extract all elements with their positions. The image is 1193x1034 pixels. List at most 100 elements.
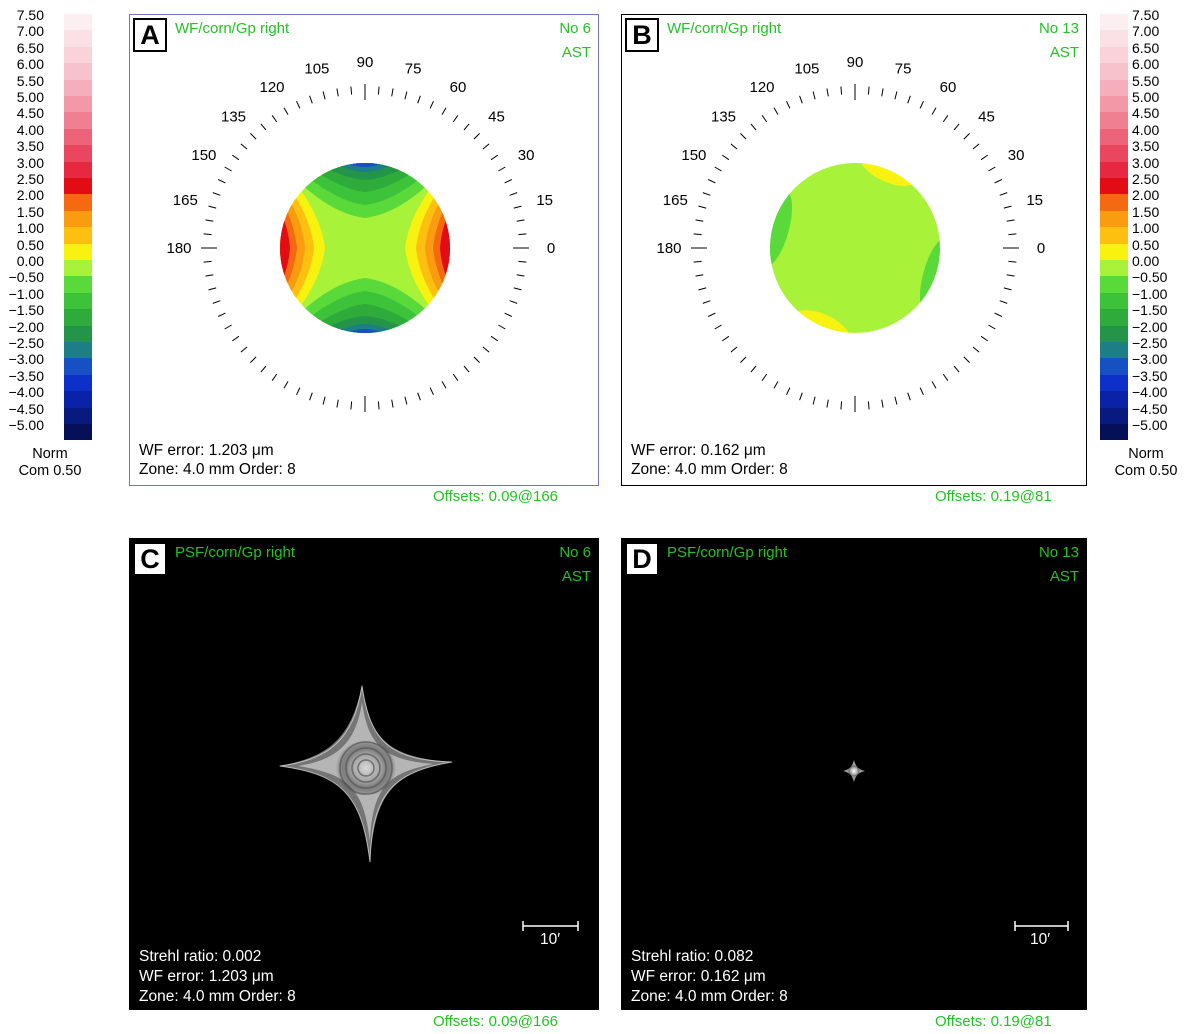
- dial-tick: [695, 219, 704, 222]
- color-scale-label: −0.50: [1132, 269, 1168, 286]
- dial-tick: [509, 192, 518, 196]
- dial-tick: [203, 233, 212, 236]
- dial-tick: [773, 107, 779, 115]
- panel-d-psf: D PSF/corn/Gp right No 13 AST 10′ Strehl…: [621, 538, 1087, 1010]
- color-scale-label: 4.00: [1132, 121, 1160, 138]
- exam-number: No 6: [559, 544, 591, 561]
- dial-tick: [931, 107, 937, 115]
- dial-tick: [224, 166, 232, 172]
- dial-tick: [516, 274, 525, 277]
- dial-tick: [988, 166, 996, 172]
- dial-tick: [881, 399, 884, 408]
- color-scale-label: −4.50: [8, 400, 44, 417]
- dial-label: 150: [681, 147, 706, 164]
- dial-tick: [740, 356, 747, 363]
- dial-tick: [250, 356, 257, 363]
- wf-error-text: WF error: 0.162 μm: [631, 968, 766, 985]
- dial-label: 180: [166, 240, 191, 257]
- zone-order-text: Zone: 4.0 mm Order: 8: [139, 988, 296, 1005]
- color-scale-label: 4.50: [16, 105, 44, 122]
- color-swatch: [64, 128, 92, 146]
- color-scale-label: −5.00: [1132, 417, 1168, 433]
- offsets-d: Offsets: 0.19@81: [935, 1013, 1052, 1030]
- dial-tick: [377, 401, 380, 410]
- dial-tick: [980, 335, 988, 342]
- panel-title: WF/corn/Gp right: [667, 20, 782, 37]
- color-scale-label: −1.50: [8, 302, 44, 319]
- dial-tick: [463, 123, 470, 131]
- color-swatch: [1100, 374, 1128, 392]
- color-scale-label: −2.00: [8, 318, 44, 335]
- dial-tick: [972, 143, 980, 150]
- color-scale-label: 4.00: [16, 121, 44, 138]
- color-swatch: [1100, 112, 1128, 129]
- dial-tick: [812, 91, 816, 100]
- dial-tick: [322, 396, 326, 405]
- color-swatch: [1100, 178, 1128, 195]
- color-swatch: [1100, 14, 1128, 31]
- dial-tick: [490, 154, 498, 161]
- dial-tick: [730, 346, 738, 353]
- color-swatch: [1100, 424, 1128, 441]
- dial-tick: [750, 123, 757, 131]
- color-scale-label: 3.50: [16, 138, 44, 155]
- wf-error-text: WF error: 1.203 μm: [139, 968, 274, 985]
- dial-tick: [217, 312, 226, 317]
- color-scale-label: −5.00: [8, 417, 44, 433]
- dial-tick: [702, 192, 711, 196]
- color-swatch: [64, 30, 92, 47]
- exam-number: No 6: [559, 20, 591, 37]
- dial-tick: [963, 133, 970, 140]
- dial-tick: [714, 324, 722, 330]
- color-swatch: [64, 358, 92, 375]
- dial-tick: [208, 287, 217, 291]
- panel-letter: B: [625, 18, 659, 52]
- color-scale-label: 5.50: [16, 72, 44, 89]
- dial-tick: [999, 192, 1008, 196]
- dial-tick: [232, 335, 240, 342]
- color-scale-label: −2.00: [1132, 318, 1168, 335]
- dial-tick: [840, 401, 843, 410]
- panel-letter: D: [625, 542, 659, 576]
- color-swatch: [64, 14, 92, 31]
- color-scale-label: −2.50: [8, 335, 44, 351]
- color-scale-label: 7.50: [16, 7, 44, 23]
- color-scale-label: −4.50: [1132, 400, 1168, 417]
- dial-tick: [761, 115, 768, 123]
- panel-title: PSF/corn/Gp right: [667, 544, 788, 561]
- scale-bar-label: 10′: [540, 931, 561, 948]
- color-swatch: [64, 260, 92, 277]
- color-scale-label: −4.00: [1132, 384, 1168, 401]
- dial-tick: [942, 373, 949, 381]
- dial-label: 120: [749, 79, 774, 96]
- dial-tick: [702, 300, 711, 304]
- color-scale-label: −3.00: [1132, 351, 1168, 368]
- color-swatch: [64, 407, 92, 424]
- dial-tick: [518, 233, 527, 236]
- dial-tick: [309, 392, 313, 401]
- dial-tick: [203, 260, 212, 263]
- panel-c-psf: C PSF/corn/Gp right No 6 AST 10′ Strehl …: [129, 538, 599, 1010]
- dial-tick: [695, 274, 704, 277]
- color-scale-label: −1.50: [1132, 302, 1168, 319]
- strehl-ratio-text: Strehl ratio: 0.002: [139, 948, 262, 965]
- color-scale-label: 3.50: [1132, 138, 1160, 155]
- dial-tick: [750, 365, 757, 373]
- dial-tick: [894, 91, 898, 100]
- color-swatch: [64, 145, 92, 162]
- dial-tick: [441, 381, 447, 389]
- dial-tick: [698, 205, 707, 209]
- color-swatch: [1100, 210, 1128, 228]
- dial-tick: [452, 115, 459, 123]
- dial-label: 165: [173, 192, 198, 209]
- color-scale-label: 5.00: [1132, 89, 1160, 105]
- dial-label: 60: [450, 79, 467, 96]
- zone-order-text: Zone: 4.0 mm Order: 8: [631, 461, 788, 478]
- dial-tick: [722, 335, 730, 342]
- mode-label: AST: [561, 568, 591, 585]
- color-scale-label: 5.50: [1132, 72, 1160, 89]
- color-swatch: [64, 391, 92, 408]
- color-swatch: [1100, 260, 1128, 277]
- color-scale-label: 3.00: [16, 154, 44, 171]
